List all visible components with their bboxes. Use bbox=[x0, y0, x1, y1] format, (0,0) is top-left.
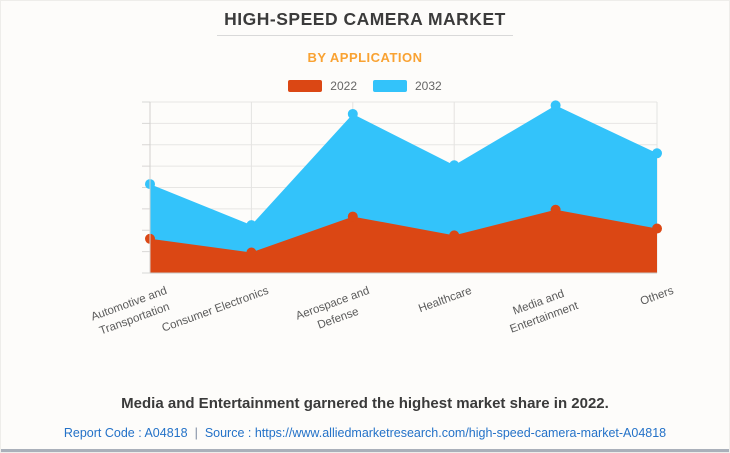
legend-swatch-2032 bbox=[373, 80, 407, 92]
data-point-2022[interactable] bbox=[550, 204, 561, 215]
legend-label: 2022 bbox=[330, 79, 357, 93]
legend-item-2022[interactable]: 2022 bbox=[288, 79, 357, 93]
bottom-strip bbox=[1, 449, 729, 452]
area-chart[interactable] bbox=[1, 96, 730, 276]
legend: 2022 2032 bbox=[1, 79, 729, 93]
data-point-2022[interactable] bbox=[246, 247, 257, 258]
x-axis-label-3: Aerospace and Defense bbox=[294, 284, 372, 332]
legend-swatch-2022 bbox=[288, 80, 323, 92]
x-axis-label-4: Healthcare bbox=[416, 284, 473, 316]
data-point-2032[interactable] bbox=[550, 100, 561, 111]
legend-item-2032[interactable]: 2032 bbox=[373, 79, 442, 93]
data-point-2032[interactable] bbox=[347, 108, 358, 119]
chart-subtitle: BY APPLICATION bbox=[307, 50, 423, 65]
data-point-2022[interactable] bbox=[347, 211, 358, 222]
data-point-2022[interactable] bbox=[449, 230, 460, 241]
series-area-2022[interactable] bbox=[150, 209, 657, 273]
x-axis-label-6: Others bbox=[639, 284, 676, 308]
legend-label: 2032 bbox=[415, 79, 442, 93]
x-axis-label-2: Consumer Electronics bbox=[160, 284, 271, 335]
footer-separator: | bbox=[194, 426, 198, 440]
data-point-2032[interactable] bbox=[652, 148, 662, 159]
source-link[interactable]: Source : https://www.alliedmarketresearc… bbox=[204, 426, 667, 440]
caption: Media and Entertainment garnered the hig… bbox=[121, 395, 609, 412]
title-underline bbox=[217, 35, 513, 36]
footer: Report Code : A04818 | Source : https://ww… bbox=[1, 426, 729, 440]
data-point-2022[interactable] bbox=[652, 223, 662, 234]
x-axis-label-1: Automotive and Transportation bbox=[89, 284, 172, 338]
chart-title: HIGH-SPEED CAMERA MARKET bbox=[224, 9, 506, 29]
x-axis-label-5: Media and Entertainment bbox=[508, 287, 580, 336]
x-axis-labels: Automotive and Transportation Consumer El… bbox=[1, 283, 729, 355]
data-point-2032[interactable] bbox=[246, 220, 257, 231]
data-point-2032[interactable] bbox=[449, 160, 460, 171]
report-code-text: Report Code : A04818 bbox=[63, 426, 188, 440]
